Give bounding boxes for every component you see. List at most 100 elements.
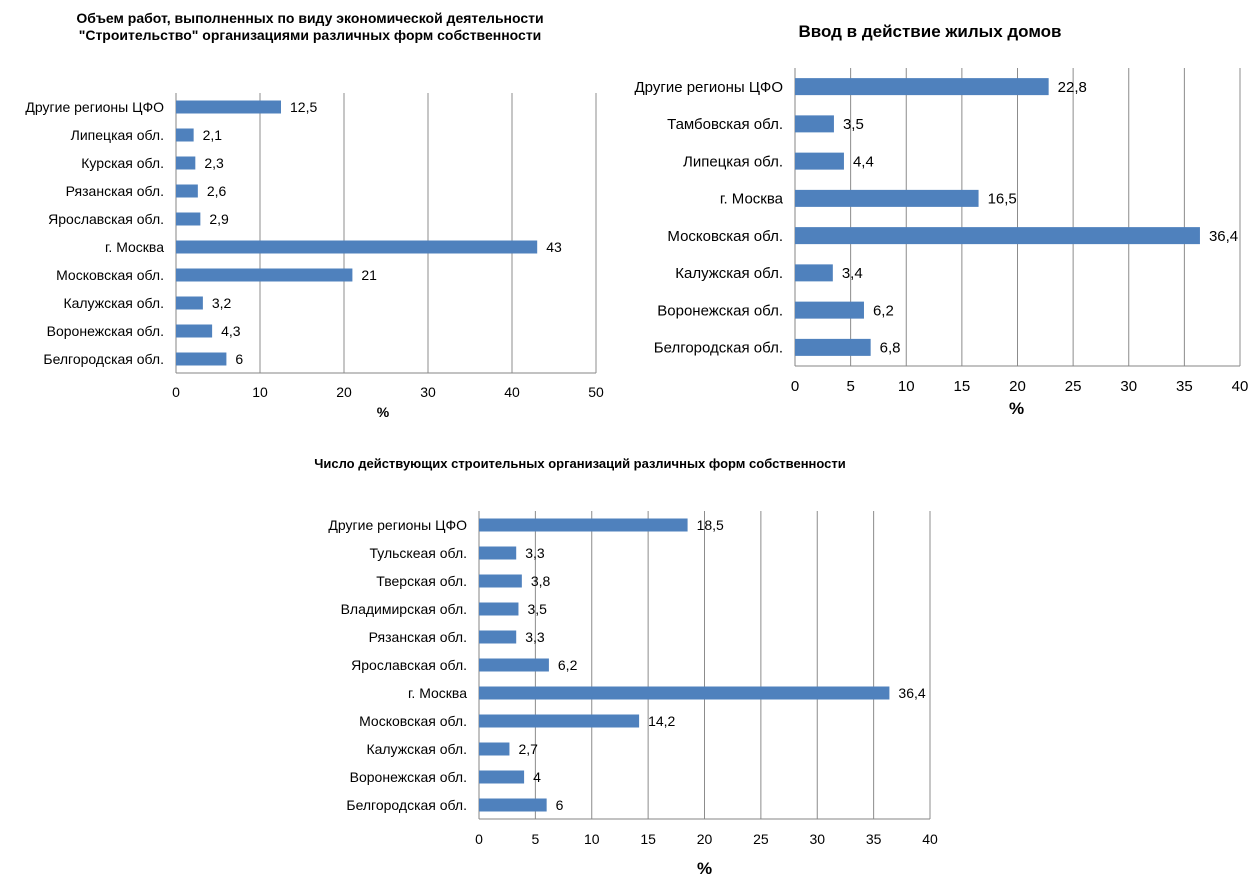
category-label: Московская обл. (359, 713, 467, 729)
bar (479, 574, 522, 588)
data-label: 6,8 (880, 340, 901, 357)
bar (176, 156, 196, 170)
chart-title: Объем работ, выполненных по виду экономи… (76, 10, 544, 43)
x-tick-label: 15 (954, 378, 971, 395)
data-label: 22,8 (1058, 79, 1087, 96)
x-axis-title: % (377, 404, 390, 420)
x-tick-label: 0 (172, 384, 180, 400)
data-label: 3,3 (525, 545, 545, 561)
x-tick-label: 30 (1120, 378, 1137, 395)
x-tick-label: 25 (1065, 378, 1082, 395)
data-label: 2,6 (207, 183, 227, 199)
data-label: 6 (235, 351, 243, 367)
x-axis-title: % (1009, 399, 1024, 418)
bar (176, 212, 201, 226)
x-tick-label: 40 (1232, 378, 1249, 395)
chart-construction-organizations: Число действующих строительных организац… (280, 450, 1000, 878)
category-label: Тульскеая обл. (370, 545, 467, 561)
x-tick-label: 20 (1009, 378, 1026, 395)
category-label: Другие регионы ЦФО (328, 517, 467, 533)
data-label: 4,3 (221, 323, 241, 339)
data-label: 3,2 (212, 295, 232, 311)
bar (479, 518, 688, 532)
bar (479, 658, 549, 672)
data-label: 3,5 (843, 116, 864, 133)
category-label: Белгородская обл. (43, 351, 164, 367)
data-label: 6,2 (873, 302, 894, 319)
x-tick-label: 10 (252, 384, 268, 400)
bar (795, 227, 1200, 245)
category-label: Липецкая обл. (683, 153, 783, 170)
x-tick-label: 5 (531, 831, 539, 847)
bar (795, 78, 1049, 96)
bar (479, 546, 517, 560)
data-label: 12,5 (290, 99, 317, 115)
bar (176, 268, 353, 282)
bar (795, 264, 833, 282)
x-tick-label: 25 (753, 831, 769, 847)
chart-construction-volume: Объем работ, выполненных по виду экономи… (0, 0, 620, 430)
category-label: Воронежская обл. (350, 769, 467, 785)
data-label: 4,4 (853, 153, 874, 170)
bar (176, 184, 198, 198)
x-tick-label: 50 (588, 384, 604, 400)
chart-plot: 0 5 10 15 20 25 30 35 40 Другие регионы ЦФО 22,8 Та… (635, 68, 1249, 418)
chart-title: Число действующих строительных организац… (314, 456, 846, 471)
category-label: Тверская обл. (376, 573, 467, 589)
category-label: Рязанская обл. (369, 629, 467, 645)
category-label: Калужская обл. (366, 741, 467, 757)
x-tick-label: 20 (697, 831, 713, 847)
data-label: 18,5 (697, 517, 724, 533)
category-label: Калужская обл. (63, 295, 164, 311)
category-label: Белгородская обл. (654, 340, 783, 357)
x-axis-title: % (697, 859, 712, 876)
bar (479, 714, 640, 728)
category-label: Владимирская обл. (341, 601, 467, 617)
bar (479, 770, 525, 784)
bar (795, 115, 834, 133)
data-label: 36,4 (898, 685, 925, 701)
data-label: 6,2 (558, 657, 578, 673)
bar (795, 189, 979, 207)
category-label: г. Москва (408, 685, 467, 701)
category-label: Ярославская обл. (48, 211, 164, 227)
data-label: 2,7 (518, 741, 538, 757)
chart-plot: 0 5 10 15 20 25 30 35 40 Другие регионы ЦФО 18,5 Ту… (328, 511, 938, 878)
category-label: Московская обл. (56, 267, 164, 283)
category-label: Рязанская обл. (66, 183, 164, 199)
data-label: 3,3 (525, 629, 545, 645)
data-label: 3,4 (842, 265, 863, 282)
data-label: 4 (533, 769, 541, 785)
bar (479, 742, 510, 756)
x-tick-label: 35 (866, 831, 882, 847)
category-label: г. Москва (720, 191, 784, 208)
bar (795, 338, 871, 356)
bar (176, 296, 203, 310)
bar (795, 301, 864, 319)
x-tick-label: 40 (922, 831, 938, 847)
chart-title: Ввод в действие жилых домов (798, 22, 1062, 41)
category-label: Воронежская обл. (47, 323, 164, 339)
x-tick-label: 40 (504, 384, 520, 400)
bar (176, 128, 194, 142)
category-label: Липецкая обл. (71, 127, 164, 143)
bar (479, 630, 517, 644)
data-label: 16,5 (988, 191, 1017, 208)
data-label: 14,2 (648, 713, 675, 729)
bar (479, 798, 547, 812)
category-label: г. Москва (105, 239, 164, 255)
data-label: 3,8 (531, 573, 551, 589)
x-tick-label: 0 (791, 378, 799, 395)
x-tick-label: 5 (846, 378, 854, 395)
category-label: Другие регионы ЦФО (25, 99, 164, 115)
chart-housing-commissioning: Ввод в действие жилых домов 0 5 10 15 20 25 30… (600, 0, 1250, 430)
x-tick-label: 30 (809, 831, 825, 847)
category-label: Ярославская обл. (351, 657, 467, 673)
data-label: 3,5 (527, 601, 547, 617)
data-label: 43 (546, 239, 562, 255)
data-label: 21 (361, 267, 377, 283)
x-tick-label: 10 (898, 378, 915, 395)
data-label: 36,4 (1209, 228, 1238, 245)
data-label: 2,9 (209, 211, 229, 227)
category-label: Тамбовская обл. (667, 116, 783, 133)
